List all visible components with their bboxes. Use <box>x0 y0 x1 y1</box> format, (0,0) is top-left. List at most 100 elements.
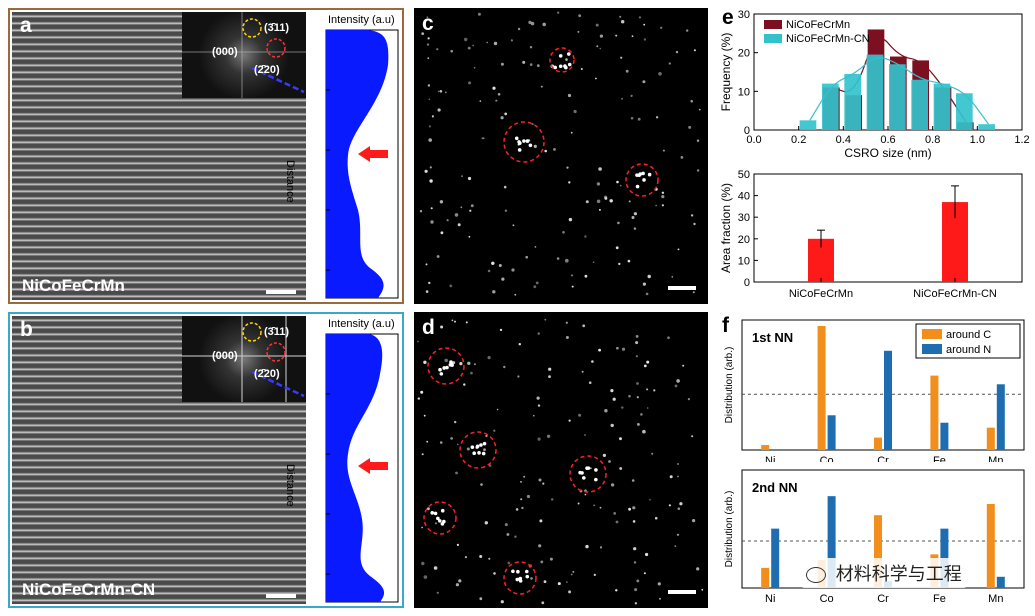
x-tick-label: 0.0 <box>746 134 761 146</box>
bright-spot <box>636 382 639 385</box>
bright-spot <box>692 291 695 294</box>
bright-spot <box>539 519 543 523</box>
bright-spot <box>427 507 430 511</box>
plot-frame <box>741 469 1025 589</box>
fit-curve <box>809 57 989 125</box>
scale-bar-c <box>668 286 696 290</box>
bright-spot <box>616 180 619 184</box>
bright-spot <box>570 573 573 576</box>
bright-spot <box>500 600 504 604</box>
bright-spot <box>417 340 419 343</box>
bright-spot <box>610 423 614 428</box>
bright-spot <box>517 27 521 31</box>
bright-spot <box>602 453 606 457</box>
bright-spot <box>468 235 471 238</box>
bright-spot <box>437 90 440 93</box>
bright-spot <box>596 182 601 186</box>
distribution-bar <box>771 528 780 588</box>
bright-spot <box>660 26 663 29</box>
bright-spot <box>436 591 439 594</box>
bright-spot <box>479 597 483 601</box>
bright-spot <box>617 221 620 225</box>
bright-spot <box>429 179 433 183</box>
cluster-spot <box>514 136 519 141</box>
panel-letter-f: f <box>722 314 729 337</box>
bright-spot <box>520 481 522 483</box>
bright-spot <box>565 258 569 263</box>
bright-spot <box>446 219 449 222</box>
distribution-bar <box>817 326 826 450</box>
legend-swatch <box>922 329 942 339</box>
fft-markers-b <box>182 316 306 402</box>
bright-spot <box>533 144 537 148</box>
fft-label-000-b: (000) <box>212 350 238 362</box>
bright-spot <box>517 375 520 378</box>
bright-spot <box>645 552 649 557</box>
panel-letter-a: a <box>20 14 32 37</box>
bright-spot <box>628 394 631 398</box>
bright-spot <box>417 397 420 400</box>
x-tick-label: Ni <box>765 455 775 462</box>
x-tick-label: Co <box>820 455 834 462</box>
bright-spot <box>549 557 553 561</box>
bright-spot <box>565 336 569 339</box>
bright-spot <box>615 520 619 524</box>
profile-axis-a: Distance <box>284 160 296 203</box>
bright-spot <box>646 407 649 409</box>
cluster-spot <box>438 367 442 372</box>
bright-spot <box>436 48 439 51</box>
bright-spot <box>455 583 459 587</box>
fft-markers-a <box>182 12 306 98</box>
bright-spot <box>437 108 441 112</box>
bright-spot <box>612 397 616 401</box>
bright-spot <box>426 43 430 46</box>
bright-spot <box>542 482 545 485</box>
bright-spot <box>458 579 462 583</box>
fft-label-311-a: (3̄11) <box>264 22 290 34</box>
bright-spot <box>686 29 689 32</box>
alloy-label-a: NiCoFeCrMn <box>22 276 125 295</box>
bright-spot <box>497 93 501 96</box>
bright-spot <box>556 257 560 260</box>
x-tick-label: Co <box>820 593 834 605</box>
bright-spot <box>668 62 671 65</box>
bright-spot <box>677 463 679 465</box>
bright-spot <box>657 582 661 586</box>
bright-spot <box>440 231 444 235</box>
y-tick-label: 20 <box>738 48 750 60</box>
bright-spot <box>423 414 426 417</box>
cluster-spot <box>482 441 487 446</box>
cluster-spot <box>594 477 598 482</box>
bright-spot <box>459 362 463 366</box>
bright-spot <box>655 204 657 207</box>
distribution-bar <box>986 427 995 450</box>
distribution-bar <box>940 422 949 450</box>
bright-spot <box>540 560 544 564</box>
bright-spot <box>577 502 580 505</box>
bright-spot <box>498 264 502 267</box>
bright-spot <box>671 276 674 278</box>
bright-spot <box>436 255 440 258</box>
bright-spot <box>469 209 472 212</box>
watermark-text: 材料科学与工程 <box>835 564 962 585</box>
bright-spot <box>533 414 535 417</box>
bright-spot <box>454 213 459 217</box>
bright-spot <box>584 235 587 238</box>
bright-spot <box>640 413 643 416</box>
bright-spot <box>580 68 583 70</box>
histogram-bar <box>956 93 973 130</box>
bright-spot <box>481 137 484 140</box>
bright-spot <box>635 355 638 358</box>
bright-spot <box>633 561 637 564</box>
cluster-spot <box>479 443 483 447</box>
bright-spot <box>464 37 468 42</box>
profile-plot-a <box>325 29 399 299</box>
bright-spot <box>642 429 646 434</box>
bright-spot <box>638 16 642 19</box>
bright-spot <box>690 99 693 103</box>
bright-spot <box>627 259 631 263</box>
bright-spot <box>632 520 636 523</box>
cluster-spot <box>528 143 533 148</box>
y-axis-label: Frequency (%) <box>719 33 733 112</box>
bright-spot <box>419 210 423 213</box>
